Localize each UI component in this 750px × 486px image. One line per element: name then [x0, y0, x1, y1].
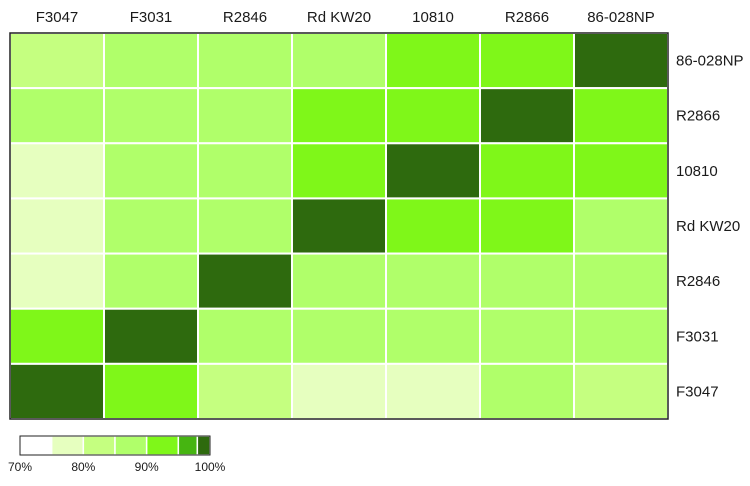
heatmap-cell-f3047-86-028np: [573, 362, 669, 421]
heatmap-cell-10810-10810: [385, 142, 481, 200]
heatmap-cell-10810-f3031: [103, 142, 199, 200]
legend-swatch-1: [50, 435, 85, 456]
heatmap-cell-r2866-f3031: [103, 87, 199, 145]
heatmap-cell-rd-kw20-f3031: [103, 197, 199, 255]
heatmap-cell-f3047-f3031: [103, 362, 199, 421]
legend-tick-label-80: 80%: [71, 460, 95, 474]
column-label-rd-kw20: Rd KW20: [307, 9, 371, 26]
row-labels: 86-028NP R2866 10810 Rd KW20 R2846 F3031 F3047: [676, 53, 744, 401]
heatmap-cell-r2846-f3047: [9, 252, 105, 310]
legend-swatch-0: [19, 435, 53, 456]
heatmap-cell-r2846-r2866: [479, 252, 575, 310]
heatmap-cell-f3031-rd-kw20: [291, 307, 387, 365]
legend-swatch-5: [177, 435, 199, 456]
heatmap-cell-r2866-r2866: [479, 87, 575, 145]
heatmap-cell-f3047-rd-kw20: [291, 362, 387, 421]
legend-swatch-2: [82, 435, 116, 456]
heatmap-cell-f3031-r2846: [197, 307, 293, 365]
heatmap-cell-rd-kw20-10810: [385, 197, 481, 255]
column-label-f3047: F3047: [36, 9, 79, 26]
heatmap-cell-f3031-86-028np: [573, 307, 669, 365]
heatmap-cell-86-028np-r2846: [197, 32, 293, 90]
legend-tick-label-100: 100%: [195, 460, 226, 474]
legend-swatch-3: [114, 435, 148, 456]
heatmap-cell-86-028np-rd-kw20: [291, 32, 387, 90]
heatmap-cell-f3047-r2866: [479, 362, 575, 421]
heatmap-cell-86-028np-10810: [385, 32, 481, 90]
legend-tick-label-90: 90%: [135, 460, 159, 474]
row-label-f3031: F3031: [676, 328, 719, 345]
heatmap-cell-10810-rd-kw20: [291, 142, 387, 200]
row-label-f3047: F3047: [676, 383, 719, 400]
heatmap-cell-r2866-rd-kw20: [291, 87, 387, 145]
legend-frame: [19, 435, 211, 456]
heatmap-cell-rd-kw20-f3047: [9, 197, 105, 255]
heatmap-cell-10810-f3047: [9, 142, 105, 200]
heatmap-cell-86-028np-f3031: [103, 32, 199, 90]
heatmap-cell-86-028np-f3047: [9, 32, 105, 90]
legend-swatch-6: [196, 435, 211, 456]
heatmap-cell-rd-kw20-r2866: [479, 197, 575, 255]
heatmap-cell-10810-86-028np: [573, 142, 669, 200]
column-label-10810: 10810: [412, 9, 454, 26]
column-label-r2866: R2866: [505, 9, 549, 26]
row-label-10810: 10810: [676, 163, 718, 180]
heatmap-cell-r2846-r2846: [197, 252, 293, 310]
heatmap-cell-f3047-r2846: [197, 362, 293, 421]
heatmap-frame: [9, 32, 669, 420]
heatmap-cell-rd-kw20-rd-kw20: [291, 197, 387, 255]
row-label-r2846: R2846: [676, 273, 720, 290]
heatmap-cell-r2866-r2846: [197, 87, 293, 145]
heatmap-cell-f3047-10810: [385, 362, 481, 421]
heatmap-cell-10810-r2846: [197, 142, 293, 200]
legend-tick-label-70: 70%: [8, 460, 32, 474]
heatmap-cell-f3031-r2866: [479, 307, 575, 365]
heatmap-cell-f3031-f3031: [103, 307, 199, 365]
heatmap-cell-rd-kw20-86-028np: [573, 197, 669, 255]
heatmap-cell-10810-r2866: [479, 142, 575, 200]
heatmap-cell-r2846-86-028np: [573, 252, 669, 310]
column-label-r2846: R2846: [223, 9, 267, 26]
column-label-86-028np: 86-028NP: [587, 9, 655, 26]
legend-swatch-4: [145, 435, 180, 456]
heatmap-cell-r2866-10810: [385, 87, 481, 145]
heatmap-cell-r2866-f3047: [9, 87, 105, 145]
heatmap-cell-f3031-f3047: [9, 307, 105, 365]
heatmap-cell-86-028np-r2866: [479, 32, 575, 90]
heatmap-cell-r2846-10810: [385, 252, 481, 310]
heatmap-cell-r2866-86-028np: [573, 87, 669, 145]
row-label-86-028np: 86-028NP: [676, 53, 744, 70]
heatmap-cell-f3031-10810: [385, 307, 481, 365]
heatmap-cells: [9, 32, 669, 421]
row-label-rd-kw20: Rd KW20: [676, 218, 740, 235]
heatmap-cell-f3047-f3047: [9, 362, 105, 421]
heatmap-cell-r2846-f3031: [103, 252, 199, 310]
heatmap-cell-r2846-rd-kw20: [291, 252, 387, 310]
column-labels: F3047 F3031 R2846 Rd KW20 10810 R2866 86-028NP: [36, 9, 655, 26]
color-legend: 70% 80% 90% 100%: [8, 435, 226, 474]
column-label-f3031: F3031: [130, 9, 173, 26]
row-label-r2866: R2866: [676, 108, 720, 125]
heatmap-cell-rd-kw20-r2846: [197, 197, 293, 255]
heatmap-cell-86-028np-86-028np: [573, 32, 669, 90]
